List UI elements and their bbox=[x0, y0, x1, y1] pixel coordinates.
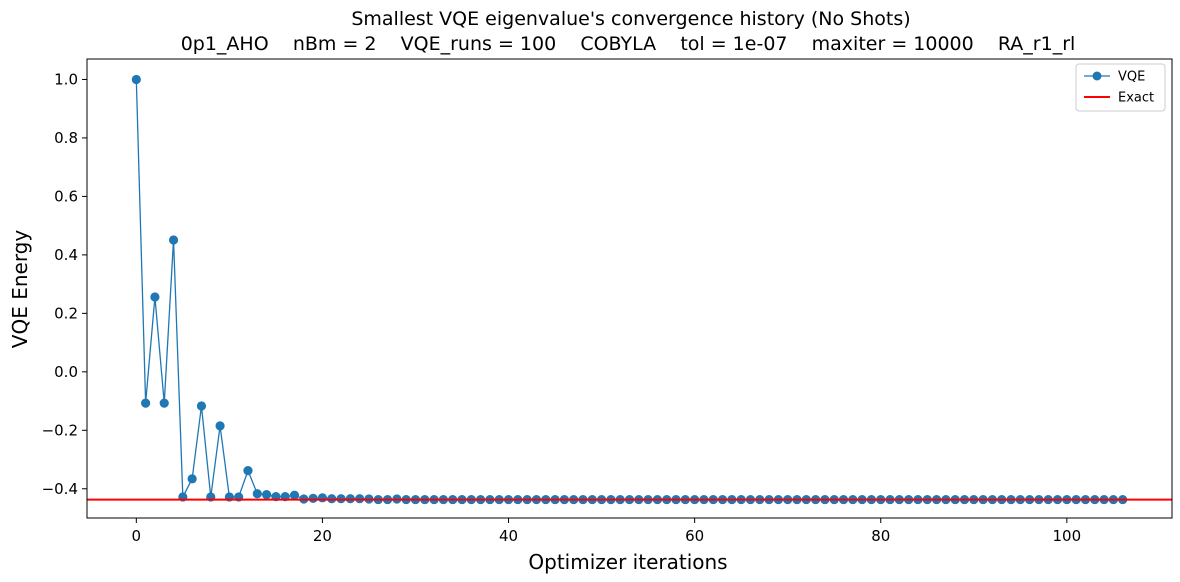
vqe-point bbox=[159, 398, 169, 408]
vqe-point bbox=[308, 493, 318, 504]
y-tick-label: −0.2 bbox=[42, 421, 78, 439]
vqe-point bbox=[131, 74, 141, 85]
x-axis-label: Optimizer iterations bbox=[528, 550, 727, 574]
vqe-point bbox=[289, 490, 300, 500]
plot-area bbox=[87, 74, 1172, 505]
vqe-point bbox=[317, 493, 328, 503]
x-tick-label: 0 bbox=[132, 527, 142, 545]
vqe-point bbox=[261, 490, 272, 500]
legend-exact-label: Exact bbox=[1118, 91, 1154, 106]
x-tick-label: 60 bbox=[685, 527, 704, 545]
y-tick-label: 0.2 bbox=[54, 304, 78, 322]
vqe-point bbox=[168, 235, 179, 245]
x-tick-label: 100 bbox=[1053, 527, 1082, 545]
x-tick-label: 20 bbox=[313, 527, 332, 545]
vqe-point bbox=[141, 398, 151, 408]
x-axis-ticks: 0 20 40 60 80 100 bbox=[132, 518, 1082, 545]
chart-title: Smallest VQE eigenvalue's convergence hi… bbox=[351, 8, 910, 30]
x-tick-label: 40 bbox=[499, 527, 518, 545]
y-tick-label: −0.4 bbox=[42, 480, 78, 498]
x-tick-label: 80 bbox=[871, 527, 890, 545]
legend-vqe-swatch-marker bbox=[1092, 71, 1102, 81]
y-tick-label: 0.8 bbox=[54, 129, 78, 147]
y-tick-label: 0.4 bbox=[54, 246, 78, 264]
y-axis-label: VQE Energy bbox=[8, 230, 32, 349]
chart-subtitle: 0p1_AHO nBm = 2 VQE_runs = 100 COBYLA to… bbox=[181, 33, 1076, 55]
y-tick-label: 0.0 bbox=[54, 363, 78, 381]
y-tick-label: 0.6 bbox=[54, 187, 78, 205]
axes-frame bbox=[86, 58, 1173, 519]
y-axis-ticks: −0.4 −0.2 0.0 0.2 0.4 0.6 0.8 1.0 bbox=[42, 70, 87, 498]
legend-vqe-label: VQE bbox=[1118, 70, 1145, 85]
vqe-point bbox=[150, 292, 160, 302]
vqe-point bbox=[252, 489, 262, 499]
vqe-point bbox=[215, 421, 225, 431]
vqe-point bbox=[243, 466, 253, 476]
legend: VQE Exact bbox=[1075, 63, 1166, 112]
vqe-point bbox=[196, 401, 207, 411]
y-tick-label: 1.0 bbox=[54, 70, 78, 88]
vqe-point bbox=[187, 474, 197, 484]
